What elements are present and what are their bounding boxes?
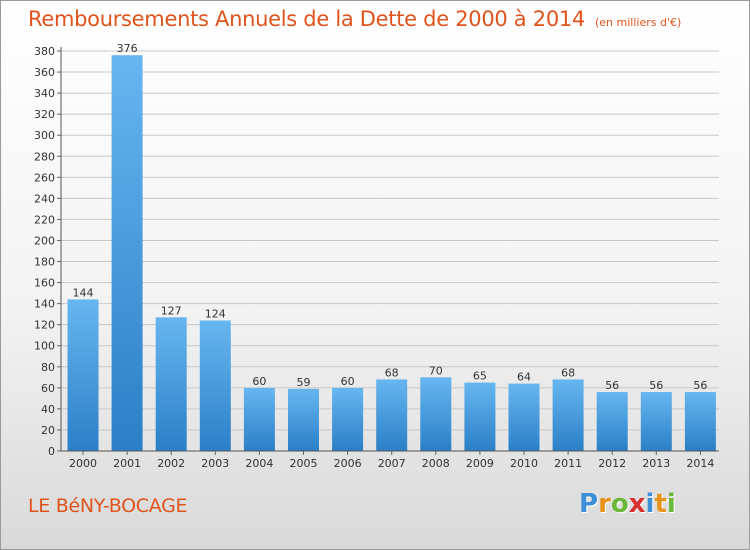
logo-letter: i [666, 489, 676, 519]
y-tick-label: 80 [41, 361, 55, 374]
bar-value-label: 124 [205, 307, 226, 320]
x-tick-label: 2000 [69, 457, 97, 470]
y-tick-label: 260 [34, 171, 55, 184]
bar-value-label: 56 [649, 379, 663, 392]
x-tick-label: 2010 [510, 457, 538, 470]
bar-value-label: 56 [605, 379, 619, 392]
bar [111, 55, 143, 452]
y-tick-label: 120 [34, 319, 55, 332]
bar-value-label: 60 [252, 375, 266, 388]
y-tick-label: 60 [41, 382, 55, 395]
bar [155, 317, 187, 451]
y-tick-label: 20 [41, 424, 55, 437]
chart-title: Remboursements Annuels de la Dette de 20… [28, 7, 681, 31]
y-tick-label: 340 [34, 87, 55, 100]
bar [199, 320, 231, 451]
x-tick-label: 2001 [113, 457, 141, 470]
bar [376, 379, 408, 451]
bar [243, 387, 275, 451]
x-tick-label: 2002 [157, 457, 185, 470]
bars [67, 55, 716, 452]
proxiti-logo: Proxiti [579, 489, 676, 519]
x-tick-label: 2003 [201, 457, 229, 470]
bar [288, 388, 319, 451]
bar-value-label: 68 [561, 366, 575, 379]
axes [57, 47, 719, 455]
y-tick-label: 200 [34, 234, 55, 247]
bar-value-label: 64 [517, 371, 531, 384]
x-tick-label: 2006 [334, 457, 362, 470]
bar-value-label: 70 [429, 364, 443, 377]
y-tick-label: 380 [34, 45, 55, 58]
bar [684, 392, 716, 451]
logo-letter: o [610, 489, 629, 519]
x-tick-label: 2004 [245, 457, 273, 470]
y-tick-label: 140 [34, 298, 55, 311]
bar-value-label: 127 [161, 304, 182, 317]
x-tick-label: 2014 [686, 457, 714, 470]
y-tick-label: 180 [34, 256, 55, 269]
bar-value-label: 56 [693, 379, 707, 392]
y-tick-label: 0 [48, 445, 55, 458]
x-tick-label: 2008 [422, 457, 450, 470]
bar [332, 387, 364, 451]
bar-value-label: 376 [117, 42, 138, 55]
bar [552, 379, 584, 451]
logo-letter: r [598, 489, 611, 519]
x-tick-label: 2007 [378, 457, 406, 470]
x-tick-label: 2009 [466, 457, 494, 470]
y-tick-label: 220 [34, 213, 55, 226]
x-tick-label: 2005 [290, 457, 318, 470]
bar-value-label: 60 [341, 375, 355, 388]
x-tick-label: 2012 [598, 457, 626, 470]
bar [464, 382, 496, 451]
bar-value-label: 65 [473, 370, 487, 383]
chart-unit: (en milliers d'€) [595, 16, 682, 29]
y-tick-label: 240 [34, 192, 55, 205]
logo-letter: P [579, 489, 599, 519]
bar-value-label: 68 [385, 366, 399, 379]
bar-value-label: 144 [73, 286, 94, 299]
commune-name: LE BéNY-BOCAGE [28, 495, 188, 517]
bar [420, 377, 452, 451]
logo-letter: i [645, 489, 655, 519]
bar [596, 392, 628, 451]
y-tick-label: 100 [34, 340, 55, 353]
y-tick-label: 40 [41, 403, 55, 416]
labels: 0 20 40 60 80 100 120 140 160 180 200 220 240 260 280 3… [34, 42, 714, 470]
bar [508, 383, 540, 451]
x-tick-label: 2013 [642, 457, 670, 470]
bar [640, 392, 672, 451]
y-tick-label: 280 [34, 150, 55, 163]
y-tick-label: 300 [34, 129, 55, 142]
y-tick-label: 320 [34, 108, 55, 121]
bar-value-label: 59 [297, 376, 311, 389]
x-tick-label: 2011 [554, 457, 582, 470]
chart-title-text: Remboursements Annuels de la Dette de 20… [28, 7, 585, 31]
bar [67, 299, 99, 451]
logo-letter: t [654, 489, 667, 519]
y-tick-label: 160 [34, 277, 55, 290]
logo-letter: x [628, 489, 646, 519]
y-tick-label: 360 [34, 66, 55, 79]
